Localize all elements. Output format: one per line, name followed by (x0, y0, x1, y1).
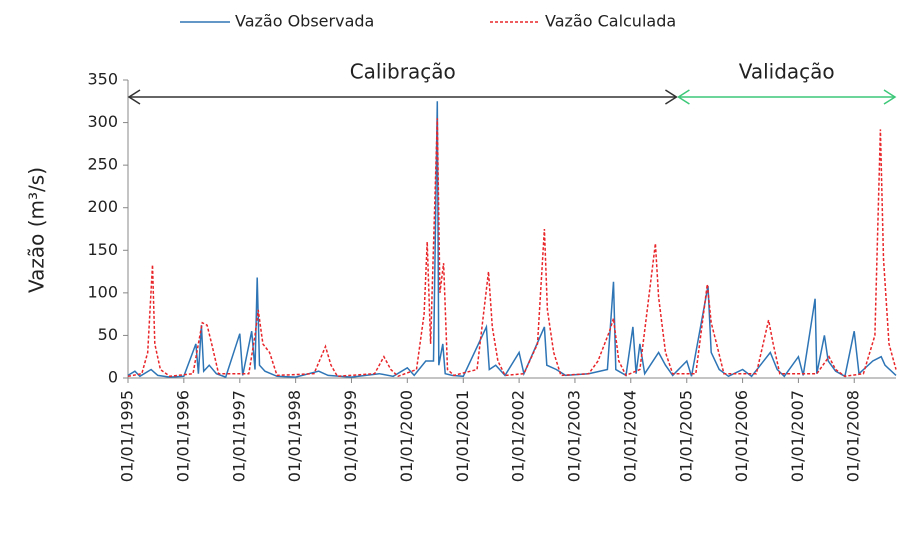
x-tick-label: 01/01/1996 (173, 390, 192, 482)
x-tick-label: 01/01/1995 (118, 390, 137, 482)
y-tick-label: 50 (98, 325, 118, 344)
y-tick-label: 100 (87, 282, 118, 301)
y-tick-label: 350 (87, 70, 118, 89)
x-tick-label: 01/01/2000 (397, 390, 416, 482)
arrow-head (665, 89, 678, 105)
x-tick-label: 01/01/1999 (341, 390, 360, 482)
y-tick-label: 300 (87, 112, 118, 131)
x-tick-label: 01/01/2005 (676, 390, 695, 482)
annotation-label: Calibração (350, 60, 456, 84)
y-tick-label: 250 (87, 155, 118, 174)
x-tick-label: 01/01/2003 (564, 390, 583, 482)
x-tick-label: 01/01/2004 (620, 390, 639, 482)
series-line (127, 118, 897, 378)
x-tick-label: 01/01/2001 (453, 390, 472, 482)
y-tick-label: 150 (87, 240, 118, 259)
legend-label: Vazão Observada (235, 12, 374, 31)
legend-label: Vazão Calculada (545, 12, 676, 31)
y-tick-label: 200 (87, 197, 118, 216)
arrow-head (677, 89, 690, 105)
series-line (127, 101, 897, 379)
x-tick-label: 01/01/2008 (844, 390, 863, 482)
arrow-head (883, 89, 897, 105)
x-tick-label: 01/01/2002 (509, 390, 528, 482)
x-tick-label: 01/01/1997 (229, 390, 248, 482)
arrow-head (127, 89, 141, 105)
x-tick-label: 01/01/2007 (788, 390, 807, 482)
x-tick-label: 01/01/1998 (285, 390, 304, 482)
y-axis-label: Vazão (m³/s) (25, 167, 49, 293)
x-tick-label: 01/01/2006 (732, 390, 751, 482)
annotation-label: Validação (739, 60, 835, 84)
y-tick-label: 0 (108, 368, 118, 387)
